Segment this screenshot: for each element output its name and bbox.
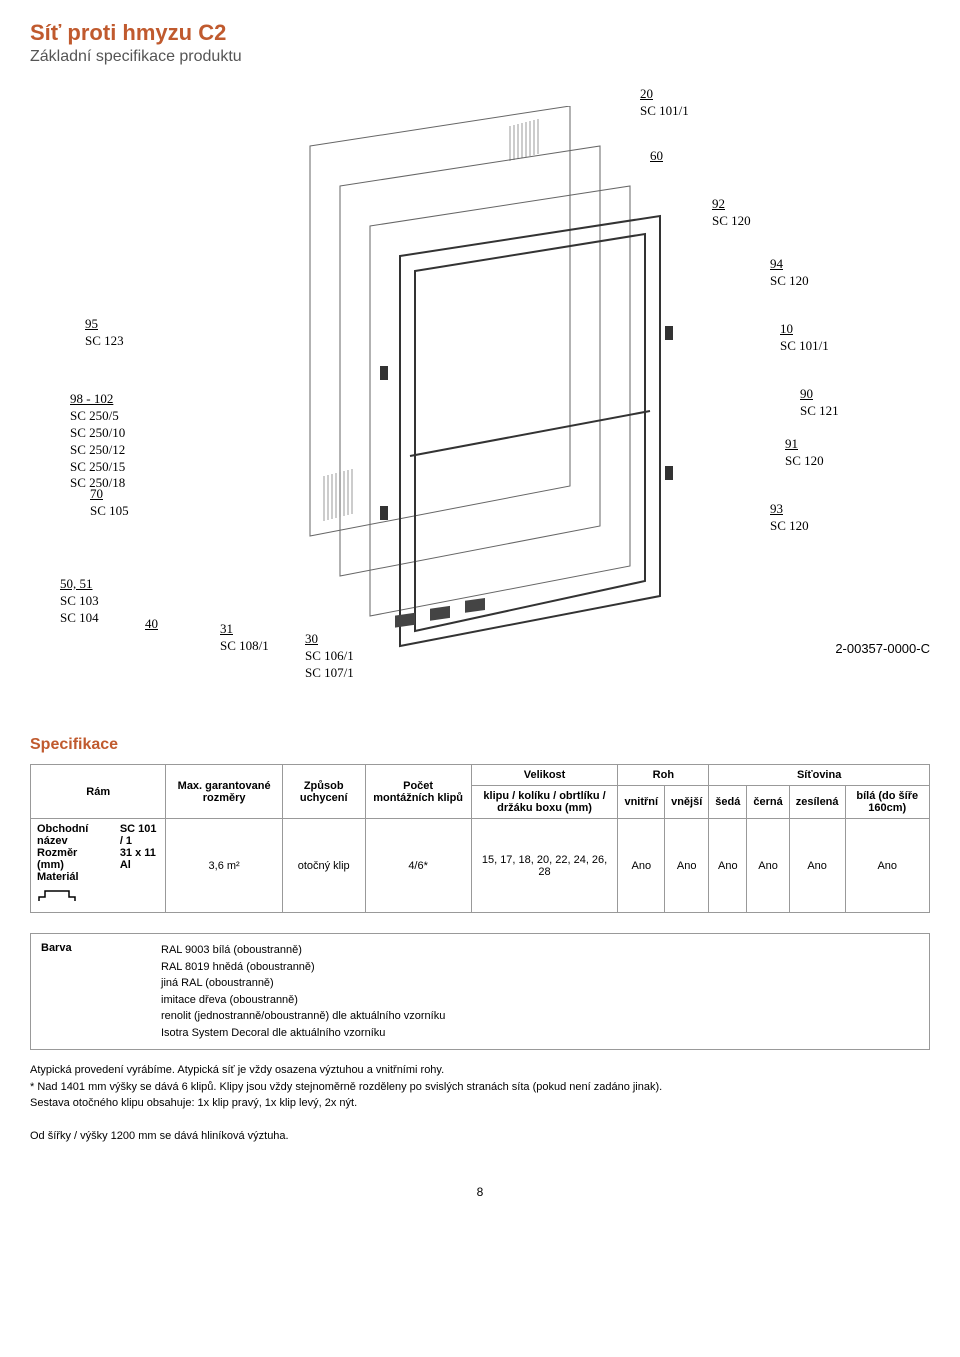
callout-c50: 50, 51SC 103SC 104 <box>60 576 99 627</box>
cell-gray: Ano <box>709 819 747 913</box>
note-1: Atypická provedení vyrábíme. Atypická sí… <box>30 1062 930 1079</box>
notes-section: Atypická provedení vyrábíme. Atypická sí… <box>30 1062 930 1145</box>
spec-table: Rám Max. garantované rozměry Způsob uchy… <box>30 764 930 913</box>
th-size-sub: klipu / kolíku / obrtlíku / držáku boxu … <box>471 786 618 819</box>
callout-c40: 40 <box>145 616 158 633</box>
callout-c98: 98 - 102SC 250/5SC 250/10SC 250/12SC 250… <box>70 391 125 492</box>
th-gray: šedá <box>709 786 747 819</box>
cell-max: 3,6 m² <box>166 819 282 913</box>
callout-c93: 93SC 120 <box>770 501 809 535</box>
th-clips: Počet montážních klipů <box>365 765 471 819</box>
th-outer: vnější <box>665 786 709 819</box>
barva-line: RAL 9003 bílá (oboustranně) <box>161 942 919 959</box>
cell-attach: otočný klip <box>282 819 365 913</box>
barva-line: jiná RAL (oboustranně) <box>161 975 919 992</box>
ram-cell: Obchodní názevRozměr (mm)MateriálSC 101 … <box>31 819 166 913</box>
page-number: 8 <box>30 1185 930 1199</box>
callout-c70: 70SC 105 <box>90 486 129 520</box>
page-title: Síť proti hmyzu C2 <box>30 20 930 46</box>
th-white: bílá (do šíře 160cm) <box>845 786 929 819</box>
spec-heading: Specifikace <box>30 736 930 754</box>
th-attach: Způsob uchycení <box>282 765 365 819</box>
callout-c60: 60 <box>650 148 663 165</box>
callout-c31: 31SC 108/1 <box>220 621 269 655</box>
barva-line: RAL 8019 hnědá (oboustranně) <box>161 959 919 976</box>
barva-content: RAL 9003 bílá (oboustranně)RAL 8019 hněd… <box>161 942 919 1041</box>
cell-inner: Ano <box>618 819 665 913</box>
callout-c20: 20SC 101/1 <box>640 86 689 120</box>
barva-line: renolit (jednostranně/oboustranně) dle a… <box>161 1008 919 1025</box>
cell-size: 15, 17, 18, 20, 22, 24, 26, 28 <box>471 819 618 913</box>
note-4: Od šířky / výšky 1200 mm se dává hliníko… <box>30 1128 930 1145</box>
th-size: Velikost <box>471 765 618 786</box>
cell-strong: Ano <box>789 819 845 913</box>
cell-black: Ano <box>747 819 789 913</box>
th-ram: Rám <box>31 765 166 819</box>
cell-clips: 4/6* <box>365 819 471 913</box>
diagram-svg <box>250 106 680 666</box>
callout-c95: 95SC 123 <box>85 316 124 350</box>
th-black: černá <box>747 786 789 819</box>
barva-section: Barva RAL 9003 bílá (oboustranně)RAL 801… <box>30 933 930 1050</box>
callout-c10: 10SC 101/1 <box>780 321 829 355</box>
th-inner: vnitřní <box>618 786 665 819</box>
exploded-diagram: 20SC 101/1 60 92SC 120 94SC 120 95SC 123 10SC… <box>30 86 930 706</box>
th-mesh: Síťovina <box>709 765 930 786</box>
page-subtitle: Základní specifikace produktu <box>30 48 930 66</box>
cell-white: Ano <box>845 819 929 913</box>
barva-line: Isotra System Decoral dle aktuálního vzo… <box>161 1025 919 1042</box>
th-max: Max. garantované rozměry <box>166 765 282 819</box>
th-corner: Roh <box>618 765 709 786</box>
callout-c92: 92SC 120 <box>712 196 751 230</box>
cell-outer: Ano <box>665 819 709 913</box>
note-2: * Nad 1401 mm výšky se dává 6 klipů. Kli… <box>30 1079 930 1096</box>
drawing-code: 2-00357-0000-C <box>835 641 930 656</box>
callout-c30: 30SC 106/1SC 107/1 <box>305 631 354 682</box>
callout-c94: 94SC 120 <box>770 256 809 290</box>
barva-label: Barva <box>41 942 121 1041</box>
callout-c91: 91SC 120 <box>785 436 824 470</box>
note-3: Sestava otočného klipu obsahuje: 1x klip… <box>30 1095 930 1112</box>
callout-c90: 90SC 121 <box>800 386 839 420</box>
th-strong: zesílená <box>789 786 845 819</box>
barva-line: imitace dřeva (oboustranně) <box>161 992 919 1009</box>
